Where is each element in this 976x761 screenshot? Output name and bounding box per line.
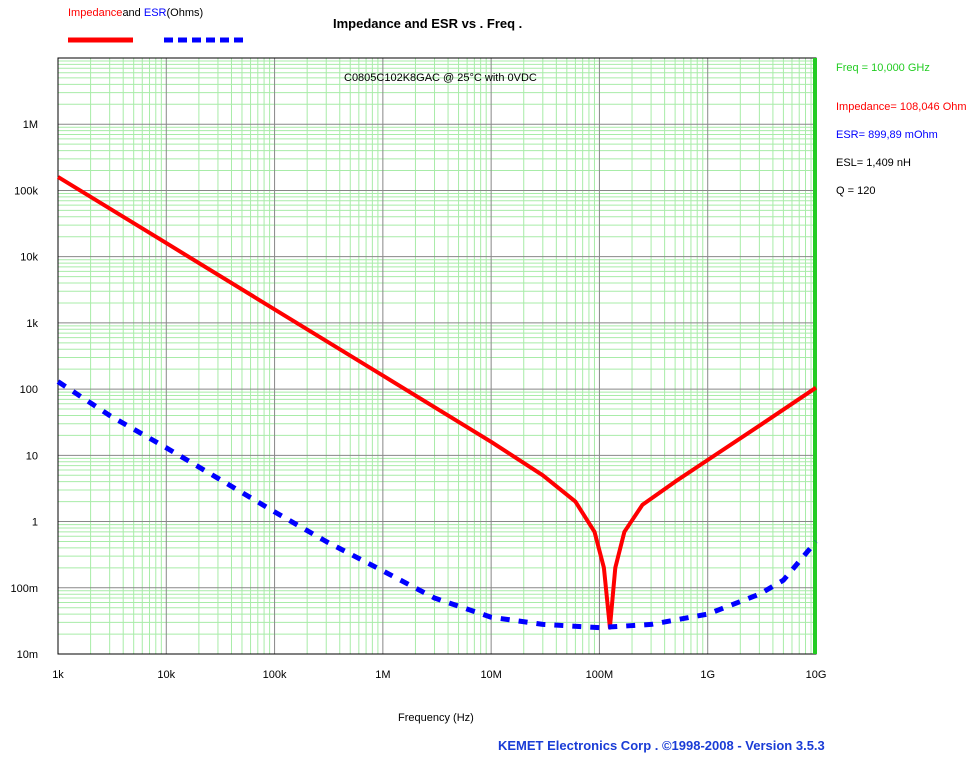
x-tick-label: 10M xyxy=(480,669,501,681)
legend-units-label: (Ohms) xyxy=(166,7,204,19)
readout-esl: ESL= 1,409 nH xyxy=(836,157,911,169)
esr-series-line xyxy=(56,379,818,631)
readout-impedance: Impedance= 108,046 Ohm xyxy=(836,101,967,113)
x-tick-label: 10k xyxy=(157,669,175,681)
x-tick-label: 1G xyxy=(700,669,715,681)
y-tick-label: 1k xyxy=(26,318,38,330)
y-tick-label: 100m xyxy=(10,583,38,595)
y-tick-label: 1 xyxy=(32,517,38,529)
x-tick-label: 1M xyxy=(375,669,390,681)
legend-esr-label: ESR xyxy=(143,7,167,19)
x-axis-label: Frequency (Hz) xyxy=(398,712,474,724)
readout-q: Q = 120 xyxy=(836,185,876,197)
readout-frequency: Freq = 10,000 GHz xyxy=(836,62,930,74)
legend-and-label: and xyxy=(122,7,141,19)
x-tick-label: 10G xyxy=(806,669,827,681)
y-tick-label: 10m xyxy=(17,649,38,661)
y-tick-label: 100 xyxy=(20,384,38,396)
chart-subtitle: C0805C102K8GAC @ 25°C with 0VDC xyxy=(344,72,537,84)
footer-copyright: KEMET Electronics Corp . ©1998-2008 - Ve… xyxy=(498,738,825,753)
legend-title: Impedanceand ESR(Ohms) xyxy=(68,7,203,19)
y-tick-label: 1M xyxy=(23,119,38,131)
impedance-series-line xyxy=(56,175,818,630)
x-tick-label: 100k xyxy=(263,669,287,681)
plot-area xyxy=(58,58,816,654)
legend-impedance-label: Impedance xyxy=(68,7,123,19)
y-tick-label: 10k xyxy=(20,252,38,264)
x-tick-label: 1k xyxy=(52,669,64,681)
y-tick-label: 10 xyxy=(26,450,38,462)
readout-esr: ESR= 899,89 mOhm xyxy=(836,129,938,141)
x-tick-label: 100M xyxy=(586,669,614,681)
y-tick-label: 100k xyxy=(14,185,38,197)
chart-title: Impedance and ESR vs . Freq . xyxy=(333,16,523,31)
